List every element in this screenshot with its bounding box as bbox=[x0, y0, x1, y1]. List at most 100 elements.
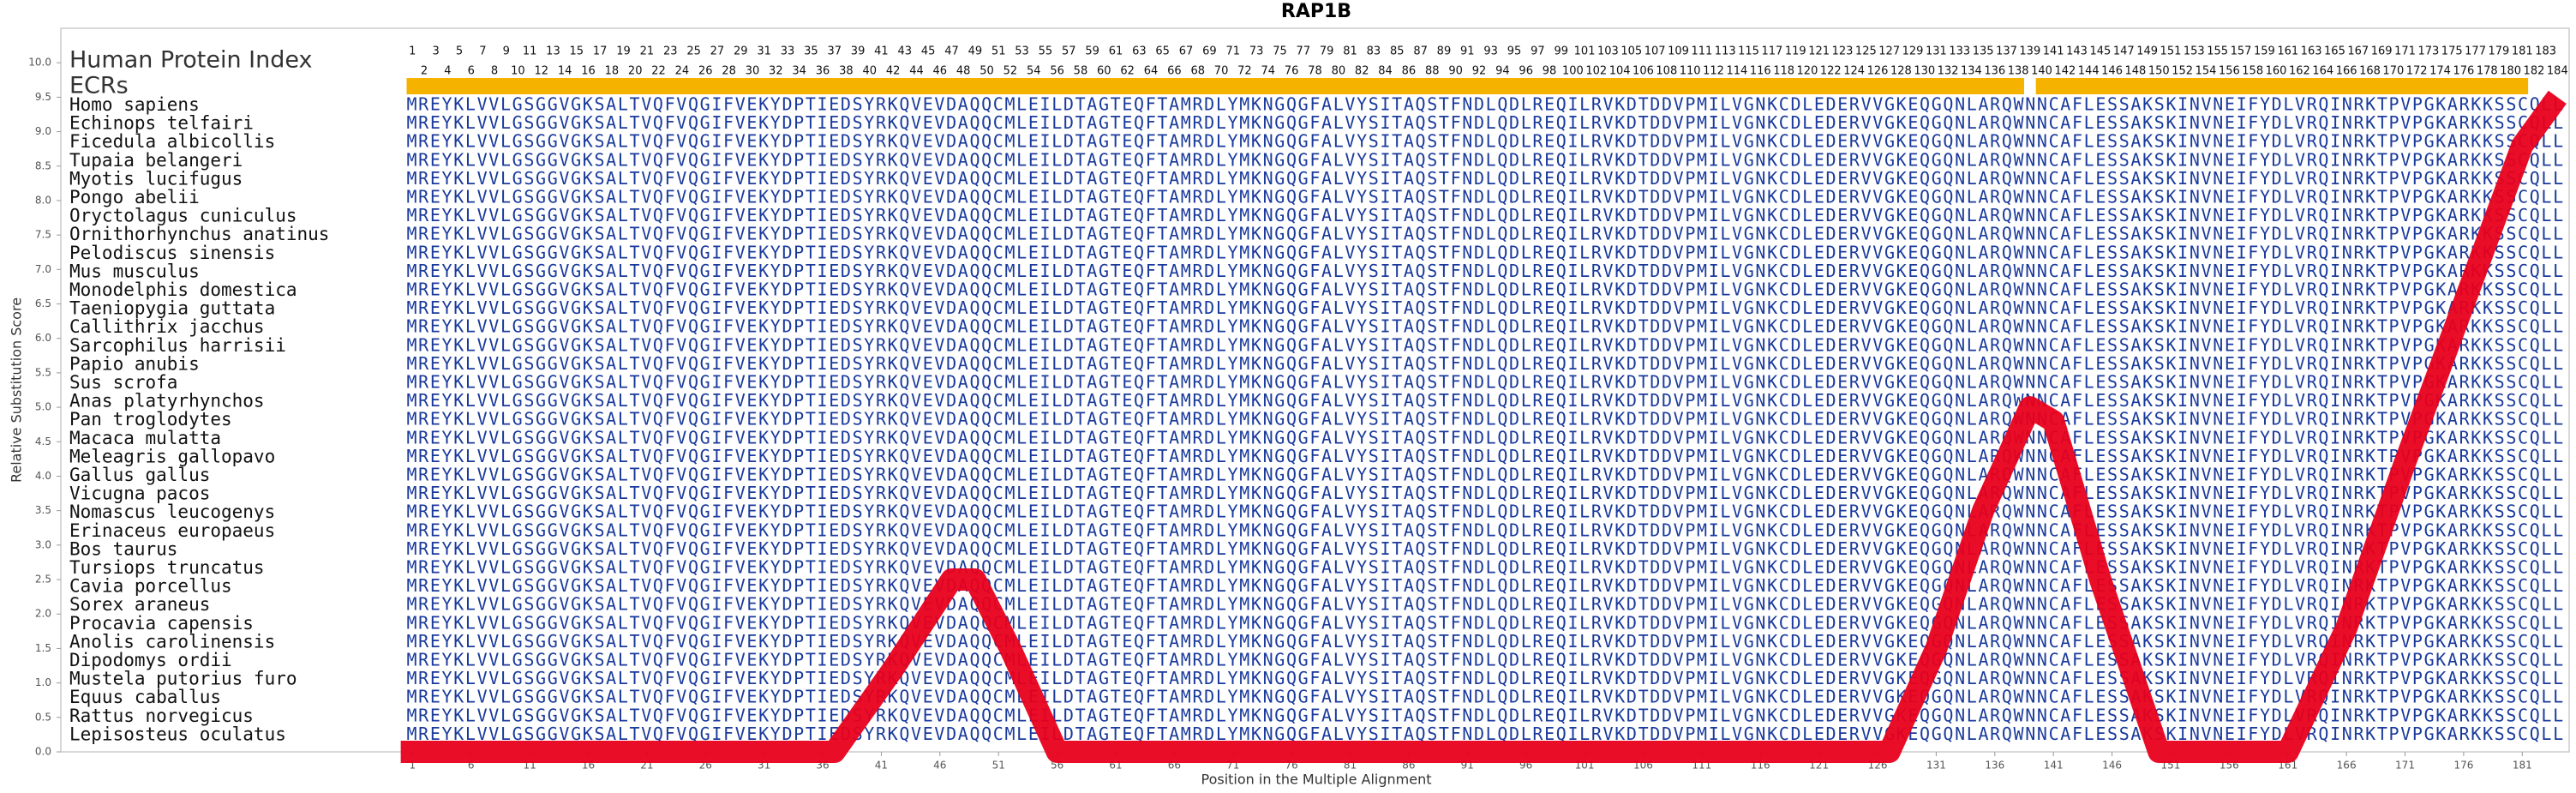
species-name: Mustela putorius furo bbox=[69, 669, 297, 689]
protein-index: 53 bbox=[1015, 45, 1029, 58]
protein-index: 16 bbox=[581, 65, 596, 78]
sequence: MREYKLVVLGSGGVGKSALTVQFVQGIFVEKYDPTIEDSY… bbox=[406, 94, 2563, 115]
protein-index: 69 bbox=[1202, 45, 1217, 58]
species-name: Ornithorhynchus anatinus bbox=[69, 224, 329, 244]
protein-index: 40 bbox=[862, 65, 877, 78]
protein-index: 68 bbox=[1190, 65, 1205, 78]
protein-index: 34 bbox=[792, 65, 806, 78]
protein-index: 123 bbox=[1832, 45, 1854, 58]
species-name: Oryctolagus cuniculus bbox=[69, 206, 297, 226]
protein-index: 95 bbox=[1507, 45, 1522, 58]
protein-index: 171 bbox=[2394, 45, 2416, 58]
species-name: Homo sapiens bbox=[69, 94, 200, 115]
protein-index: 162 bbox=[2289, 65, 2310, 78]
protein-index: 99 bbox=[1554, 45, 1568, 58]
sequence: MREYKLVVLGSGGVGKSALTVQFVQGIFVEKYDPTIEDSY… bbox=[406, 112, 2563, 133]
protein-index: 90 bbox=[1448, 65, 1463, 78]
protein-index: 38 bbox=[839, 65, 854, 78]
protein-index: 105 bbox=[1620, 45, 1642, 58]
protein-index: 4 bbox=[444, 65, 451, 78]
protein-index: 52 bbox=[1003, 65, 1018, 78]
protein-index: 117 bbox=[1762, 45, 1783, 58]
protein-index: 170 bbox=[2382, 65, 2404, 78]
x-tick-label: 176 bbox=[2453, 760, 2473, 772]
protein-index: 147 bbox=[2113, 45, 2135, 58]
protein-index: 128 bbox=[1890, 65, 1912, 78]
ecr-bar bbox=[406, 78, 2024, 94]
species-name: Pongo abelii bbox=[69, 187, 200, 207]
protein-index: 158 bbox=[2242, 65, 2263, 78]
protein-index: 67 bbox=[1179, 45, 1194, 58]
protein-index: 76 bbox=[1285, 65, 1299, 78]
species-name: Sorex araneus bbox=[69, 594, 210, 615]
protein-index: 114 bbox=[1726, 65, 1747, 78]
x-tick-label: 146 bbox=[2102, 760, 2122, 772]
protein-index: 172 bbox=[2406, 65, 2428, 78]
protein-index: 121 bbox=[1808, 45, 1830, 58]
protein-index: 97 bbox=[1531, 45, 1545, 58]
protein-index: 17 bbox=[593, 45, 608, 58]
protein-index: 126 bbox=[1867, 65, 1889, 78]
sequence: MREYKLVVLGSGGVGKSALTVQFVQGIFVEKYDPTIEDSY… bbox=[406, 631, 2563, 652]
protein-index: 35 bbox=[804, 45, 818, 58]
protein-index: 154 bbox=[2196, 65, 2217, 78]
protein-index: 20 bbox=[628, 65, 643, 78]
x-tick-label: 41 bbox=[875, 760, 888, 772]
protein-index: 44 bbox=[909, 65, 924, 78]
protein-index: 103 bbox=[1597, 45, 1619, 58]
species-name: Tursiops truncatus bbox=[69, 557, 265, 578]
protein-index: 142 bbox=[2054, 65, 2076, 78]
x-tick-label: 136 bbox=[1985, 760, 2004, 772]
protein-index: 174 bbox=[2429, 65, 2451, 78]
protein-index: 151 bbox=[2160, 45, 2182, 58]
protein-index: 59 bbox=[1085, 45, 1099, 58]
protein-index: 146 bbox=[2101, 65, 2123, 78]
species-name: Ficedula albicollis bbox=[69, 131, 275, 152]
y-tick-label: 9.0 bbox=[35, 125, 51, 137]
protein-index: 9 bbox=[503, 45, 510, 58]
protein-index: 60 bbox=[1097, 65, 1111, 78]
protein-index: 30 bbox=[746, 65, 760, 78]
sequence: MREYKLVVLGSGGVGKSALTVQFVQGIFVEKYDPTIEDSY… bbox=[406, 353, 2563, 374]
protein-index: 85 bbox=[1390, 45, 1405, 58]
sequence: MREYKLVVLGSGGVGKSALTVQFVQGIFVEKYDPTIEDSY… bbox=[406, 372, 2563, 393]
protein-index: 33 bbox=[781, 45, 795, 58]
sequence: MREYKLVVLGSGGVGKSALTVQFVQGIFVEKYDPTIEDSY… bbox=[406, 502, 2563, 522]
protein-index: 184 bbox=[2547, 65, 2568, 78]
protein-index: 84 bbox=[1378, 65, 1393, 78]
protein-index: 129 bbox=[1902, 45, 1924, 58]
protein-index: 101 bbox=[1574, 45, 1596, 58]
protein-index: 153 bbox=[2184, 45, 2205, 58]
protein-index: 150 bbox=[2148, 65, 2170, 78]
sequence: MREYKLVVLGSGGVGKSALTVQFVQGIFVEKYDPTIEDSY… bbox=[406, 205, 2563, 225]
protein-index: 42 bbox=[886, 65, 901, 78]
protein-index: 137 bbox=[1996, 45, 2017, 58]
sequence: MREYKLVVLGSGGVGKSALTVQFVQGIFVEKYDPTIEDSY… bbox=[406, 705, 2563, 725]
sequence: MREYKLVVLGSGGVGKSALTVQFVQGIFVEKYDPTIEDSY… bbox=[406, 187, 2563, 207]
protein-index: 173 bbox=[2417, 45, 2439, 58]
y-tick-label: 3.0 bbox=[35, 538, 51, 550]
protein-index: 127 bbox=[1878, 45, 1900, 58]
score-line bbox=[400, 90, 2567, 763]
sequence: MREYKLVVLGSGGVGKSALTVQFVQGIFVEKYDPTIEDSY… bbox=[406, 242, 2563, 262]
y-tick-label: 2.5 bbox=[35, 574, 51, 586]
protein-index: 175 bbox=[2441, 45, 2463, 58]
x-tick-label: 131 bbox=[1926, 760, 1946, 772]
species-name: Mus musculus bbox=[69, 261, 200, 281]
protein-index: 21 bbox=[640, 45, 655, 58]
y-tick-label: 2.0 bbox=[35, 608, 51, 620]
sequence: MREYKLVVLGSGGVGKSALTVQFVQGIFVEKYDPTIEDSY… bbox=[406, 261, 2563, 281]
sequence: MREYKLVVLGSGGVGKSALTVQFVQGIFVEKYDPTIEDSY… bbox=[406, 427, 2563, 448]
protein-index: 36 bbox=[816, 65, 830, 78]
protein-index: 8 bbox=[491, 65, 498, 78]
protein-index: 182 bbox=[2524, 65, 2545, 78]
protein-index: 79 bbox=[1320, 45, 1334, 58]
y-tick-label: 0.5 bbox=[35, 711, 51, 723]
species-name: Bos taurus bbox=[69, 538, 177, 559]
protein-index: 80 bbox=[1332, 65, 1346, 78]
protein-index: 143 bbox=[2066, 45, 2088, 58]
protein-index: 23 bbox=[663, 45, 678, 58]
protein-index: 46 bbox=[933, 65, 948, 78]
protein-index: 29 bbox=[734, 45, 748, 58]
